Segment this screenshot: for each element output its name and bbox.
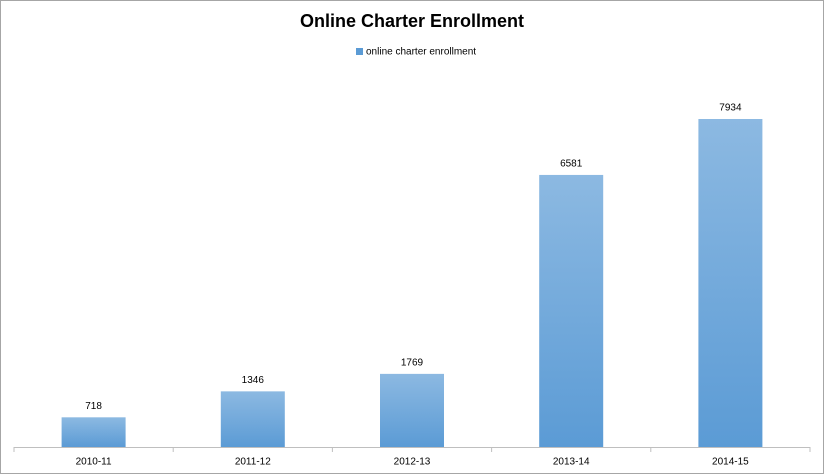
legend-label: online charter enrollment — [366, 47, 476, 58]
x-tick-label: 2014-15 — [712, 457, 749, 468]
bar — [698, 119, 763, 447]
x-tick-label: 2013-14 — [553, 457, 590, 468]
value-label: 1346 — [242, 375, 265, 386]
x-tick-label: 2010-11 — [76, 457, 112, 468]
bar — [61, 417, 126, 447]
legend-swatch — [356, 48, 363, 55]
x-tick-label: 2012-13 — [394, 457, 431, 468]
value-label: 718 — [85, 401, 102, 412]
value-label: 7934 — [719, 103, 742, 114]
bar — [380, 373, 444, 447]
value-label: 1769 — [401, 358, 424, 369]
bar — [220, 391, 285, 447]
value-label: 6581 — [560, 159, 583, 170]
bar — [539, 174, 604, 448]
chart-title: Online Charter Enrollment — [300, 11, 524, 31]
x-tick-label: 2011-12 — [235, 457, 271, 468]
